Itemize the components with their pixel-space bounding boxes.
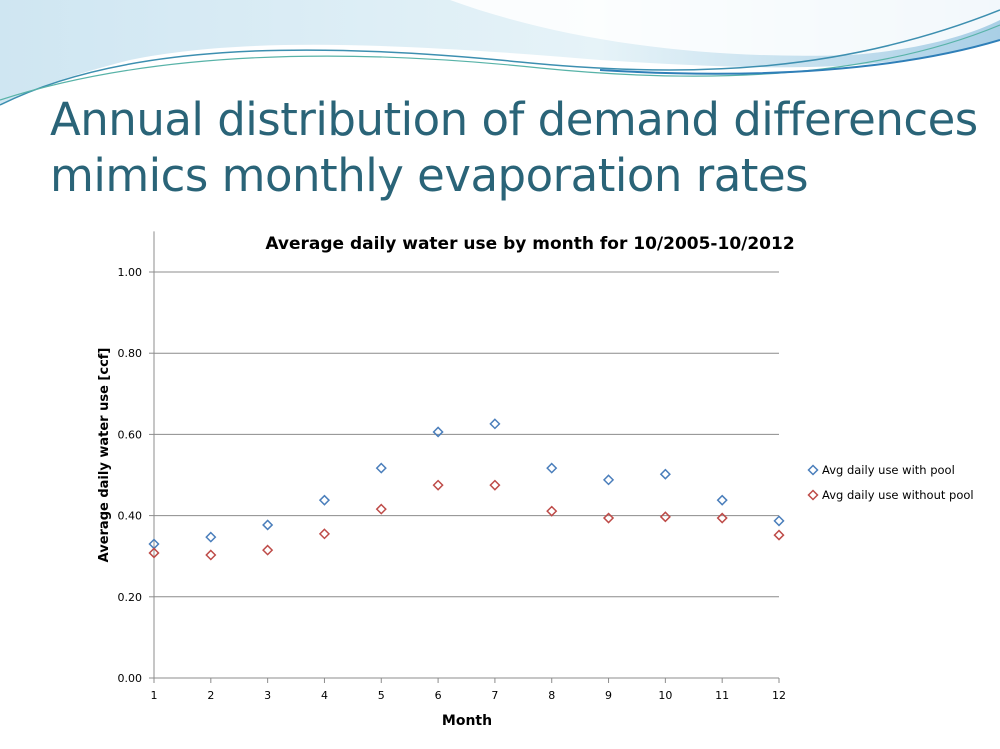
x-tick-label: 4 (321, 689, 328, 702)
x-tick-label: 9 (605, 689, 612, 702)
data-point-without-pool (318, 528, 331, 540)
data-point-with-pool (375, 462, 387, 474)
data-point-with-pool (205, 531, 217, 543)
slide-title: Annual distribution of demand difference… (50, 92, 978, 204)
x-tick-label: 1 (151, 689, 158, 702)
y-tick-label: 0.40 (118, 510, 143, 523)
data-point-without-pool (659, 511, 671, 523)
y-tick-label: 0.80 (118, 347, 143, 360)
data-point-without-pool (773, 529, 785, 541)
x-tick-label: 5 (378, 689, 385, 702)
slide-title-line-1: Annual distribution of demand difference… (50, 93, 978, 146)
data-point-without-pool (432, 479, 444, 491)
legend-marker-icon (807, 464, 819, 476)
x-axis-label: Month (442, 713, 492, 729)
data-point-with-pool (432, 426, 444, 438)
data-point-without-pool (262, 544, 274, 556)
x-tick-label: 11 (715, 689, 729, 702)
data-point-with-pool (546, 462, 558, 474)
data-point-without-pool (546, 505, 558, 517)
data-point-with-pool (659, 468, 671, 480)
legend-entry: Avg daily use with pool (822, 463, 955, 477)
data-point-with-pool (716, 494, 728, 506)
x-tick-label: 2 (207, 689, 214, 702)
y-tick-label: 0.60 (118, 428, 143, 441)
y-tick-label: 0.20 (118, 591, 143, 604)
legend-marker-icon (807, 489, 819, 501)
data-point-without-pool (602, 512, 615, 524)
y-tick-label: 0.00 (118, 672, 143, 685)
data-point-without-pool (148, 547, 160, 559)
chart-title: Average daily water use by month for 10/… (265, 234, 794, 254)
legend: Avg daily use with pool Avg daily use wit… (807, 463, 974, 502)
legend-entry: Avg daily use without pool (822, 488, 974, 502)
data-point-with-pool (602, 474, 615, 486)
data-point-with-pool (773, 515, 785, 527)
data-point-without-pool (716, 512, 728, 524)
data-point-without-pool (205, 549, 217, 561)
data-point-with-pool (318, 494, 331, 506)
x-tick-label: 3 (264, 689, 271, 702)
data-point-with-pool (262, 519, 274, 531)
x-tick-label: 8 (548, 689, 555, 702)
y-axis-label: Average daily water use [ccf] (97, 348, 112, 563)
data-point-without-pool (375, 503, 387, 515)
x-tick-label: 12 (772, 689, 786, 702)
x-tick-label: 10 (658, 689, 672, 702)
data-point-with-pool (489, 418, 501, 430)
y-tick-label: 1.00 (118, 266, 143, 279)
header-wave-decoration (0, 0, 1000, 106)
slide-title-line-2: mimics monthly evaporation rates (50, 149, 809, 202)
x-tick-label: 6 (435, 689, 442, 702)
x-tick-label: 7 (491, 689, 498, 702)
data-point-without-pool (489, 479, 501, 491)
